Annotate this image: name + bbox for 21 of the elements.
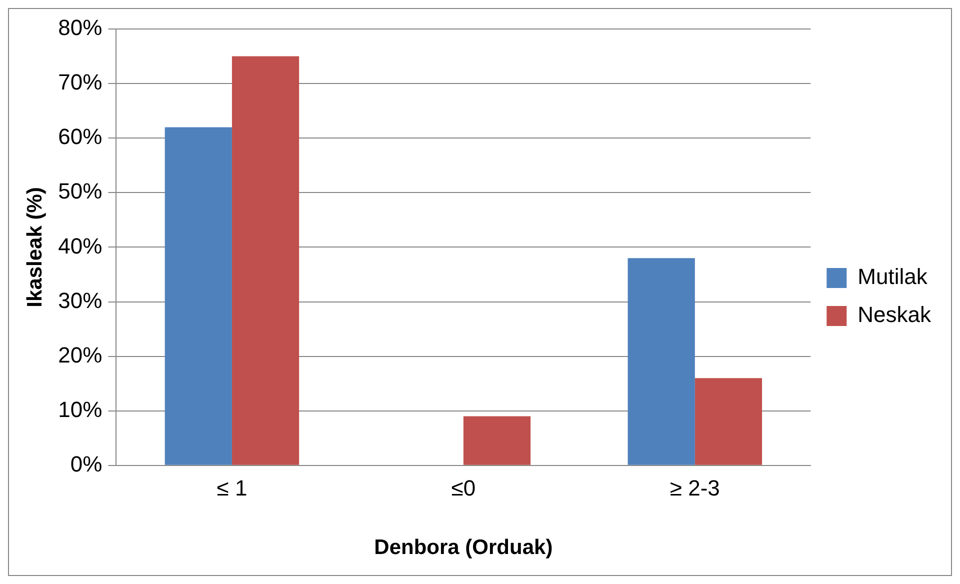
bar: [628, 258, 695, 465]
x-tick-label: ≤0: [451, 476, 476, 501]
y-tick-label: 40%: [58, 233, 102, 258]
y-tick-label: 30%: [58, 288, 102, 313]
y-tick-label: 50%: [58, 178, 102, 204]
y-tick-label: 60%: [58, 124, 102, 150]
y-tick-label: 20%: [58, 342, 102, 368]
y-axis-title: Ikasleak (%): [23, 187, 46, 308]
legend-label: Neskak: [858, 302, 932, 328]
x-axis-title: Denbora (Orduak): [374, 536, 553, 560]
y-tick-label: 80%: [58, 15, 102, 40]
bar: [463, 416, 531, 465]
x-tick-label: ≤ 1: [216, 476, 248, 501]
legend-label: Mutilak: [858, 264, 928, 290]
bar: [232, 56, 300, 465]
y-tick-label: 10%: [58, 396, 102, 422]
y-tick-label: 0%: [70, 451, 102, 476]
bar: [694, 378, 762, 465]
y-tick-label: 70%: [58, 70, 102, 95]
bar: [164, 127, 232, 465]
x-tick-label: ≥ 2-3: [670, 476, 720, 501]
